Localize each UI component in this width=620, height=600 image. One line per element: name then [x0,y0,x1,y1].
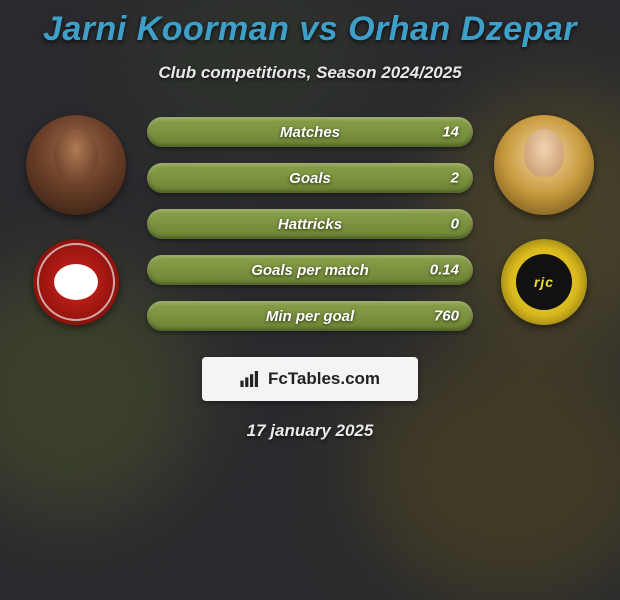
left-side [21,111,131,331]
stat-value: 760 [434,308,459,325]
club-left-badge [33,239,119,325]
stat-row-hattricks: Hattricks 0 [147,209,473,239]
subtitle: Club competitions, Season 2024/2025 [0,63,620,83]
club-right-icon: rjc [534,274,554,290]
bar-chart-icon [240,371,260,387]
stat-label: Hattricks [278,216,342,233]
stat-label: Min per goal [266,308,354,325]
stats-column: Matches 14 Goals 2 Hattricks 0 Goals per… [147,111,473,331]
club-right-badge: rjc [501,239,587,325]
stat-value: 2 [451,170,459,187]
stat-label: Matches [280,124,340,141]
stat-label: Goals [289,170,331,187]
comparison-content: Matches 14 Goals 2 Hattricks 0 Goals per… [0,111,620,331]
player-left-avatar [26,115,126,215]
footer-date: 17 january 2025 [0,421,620,441]
stat-row-matches: Matches 14 [147,117,473,147]
stat-label: Goals per match [251,262,369,279]
stat-row-goals-per-match: Goals per match 0.14 [147,255,473,285]
brand-text: FcTables.com [268,369,380,389]
right-side: rjc [489,111,599,331]
stat-row-min-per-goal: Min per goal 760 [147,301,473,331]
brand-badge: FcTables.com [202,357,418,401]
page-title: Jarni Koorman vs Orhan Dzepar [0,0,620,49]
club-left-icon [54,264,98,300]
stat-value: 0 [451,216,459,233]
player-right-avatar [494,115,594,215]
title-text: Jarni Koorman vs Orhan Dzepar [43,10,577,48]
stat-value: 0.14 [430,262,459,279]
stat-row-goals: Goals 2 [147,163,473,193]
stat-value: 14 [442,124,459,141]
